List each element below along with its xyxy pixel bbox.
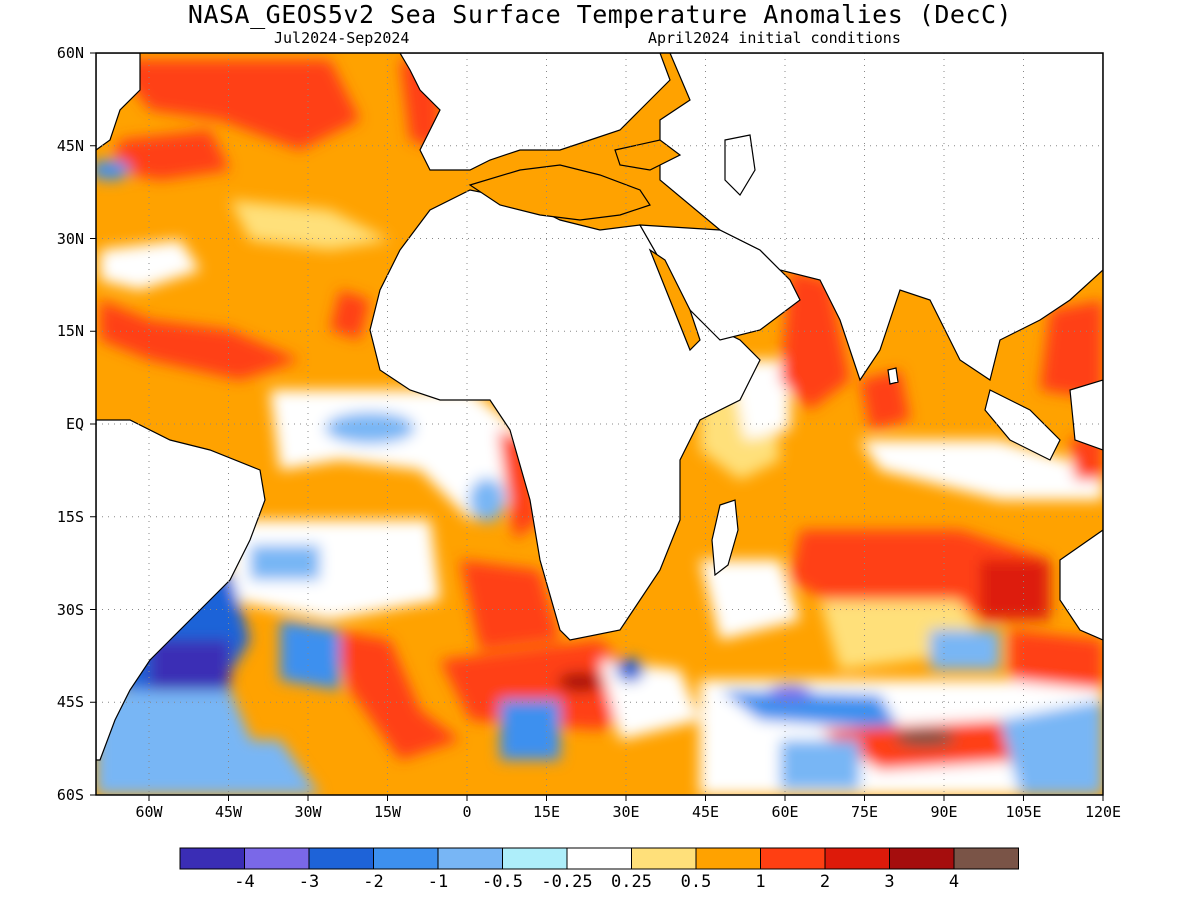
initial-conditions-label: April2024 initial conditions xyxy=(648,29,901,47)
colorbar-swatch xyxy=(437,847,503,870)
colorbar-label: 2 xyxy=(819,872,831,892)
latitude-label: EQ xyxy=(65,415,84,433)
colorbar-label: 0.25 xyxy=(611,872,652,892)
longitude-label: 15E xyxy=(532,803,561,821)
africa xyxy=(369,189,761,641)
longitude-label: 60W xyxy=(135,803,163,821)
longitude-label: 75E xyxy=(850,803,879,821)
south-america xyxy=(96,419,266,761)
colorbar-label: -1 xyxy=(427,872,449,892)
longitude-label: 30W xyxy=(294,803,322,821)
caspian-sea xyxy=(724,134,756,196)
colorbar-swatch xyxy=(179,847,245,870)
asia xyxy=(659,53,1103,382)
longitude-label: 15W xyxy=(373,803,402,821)
sumatra xyxy=(984,389,1061,461)
colorbar-label: 1 xyxy=(755,872,766,892)
axis-ticks xyxy=(90,52,1104,801)
longitude-label: 45E xyxy=(691,803,720,821)
longitude-label: 45W xyxy=(214,803,243,821)
colorbar-label: 3 xyxy=(884,872,895,892)
latitude-label: 30S xyxy=(56,600,84,619)
longitude-label: 30E xyxy=(612,803,640,821)
mediterranean-sea xyxy=(468,164,651,221)
colorbar-swatch xyxy=(889,847,955,870)
latitude-label: 15N xyxy=(56,322,84,341)
colorbar-swatch xyxy=(695,847,761,870)
europe xyxy=(399,53,671,171)
colorbar-label: -3 xyxy=(298,872,320,892)
colorbar-swatch xyxy=(953,847,1019,870)
graticule xyxy=(96,53,1103,795)
latitude-label: 60S xyxy=(56,786,84,804)
colorbar-label: 4 xyxy=(948,872,960,892)
colorbar-swatch xyxy=(373,847,439,870)
land-masses xyxy=(96,53,1103,761)
north-america xyxy=(96,53,141,151)
colorbar-label: -2 xyxy=(363,872,384,892)
colorbar-label: 0.5 xyxy=(680,872,712,892)
map-title: NASA_GEOS5v2 Sea Surface Temperature Ano… xyxy=(187,0,1013,29)
latitude-label: 45S xyxy=(56,693,84,712)
latitude-label: 45N xyxy=(56,136,84,155)
longitude-label: 90E xyxy=(930,803,958,821)
latitude-label: 30N xyxy=(56,229,84,248)
latitude-label: 60N xyxy=(56,44,84,62)
colorbar-swatch xyxy=(244,847,310,870)
longitude-label: 105E xyxy=(1005,803,1042,821)
colorbar-swatch xyxy=(566,847,632,870)
longitude-label: 0 xyxy=(462,803,472,821)
colorbar-swatch xyxy=(631,847,697,870)
colorbar-swatch xyxy=(502,847,568,870)
australia xyxy=(1059,529,1103,641)
colorbar-label: -0.5 xyxy=(482,872,523,892)
forecast-period: Jul2024-Sep2024 xyxy=(274,29,410,47)
latitude-label: 15S xyxy=(56,507,84,526)
black-sea xyxy=(614,139,682,171)
madagascar xyxy=(711,499,739,577)
longitude-label: 60E xyxy=(771,803,799,821)
colorbar-swatch xyxy=(308,847,374,870)
red-sea xyxy=(648,248,701,352)
longitude-label: 120E xyxy=(1084,803,1122,821)
colorbar-swatch xyxy=(824,847,890,870)
colorbar-label: -4 xyxy=(234,872,255,892)
colorbar-swatch xyxy=(760,847,826,870)
colorbar xyxy=(179,847,1019,870)
colorbar-label: -0.25 xyxy=(541,872,593,892)
